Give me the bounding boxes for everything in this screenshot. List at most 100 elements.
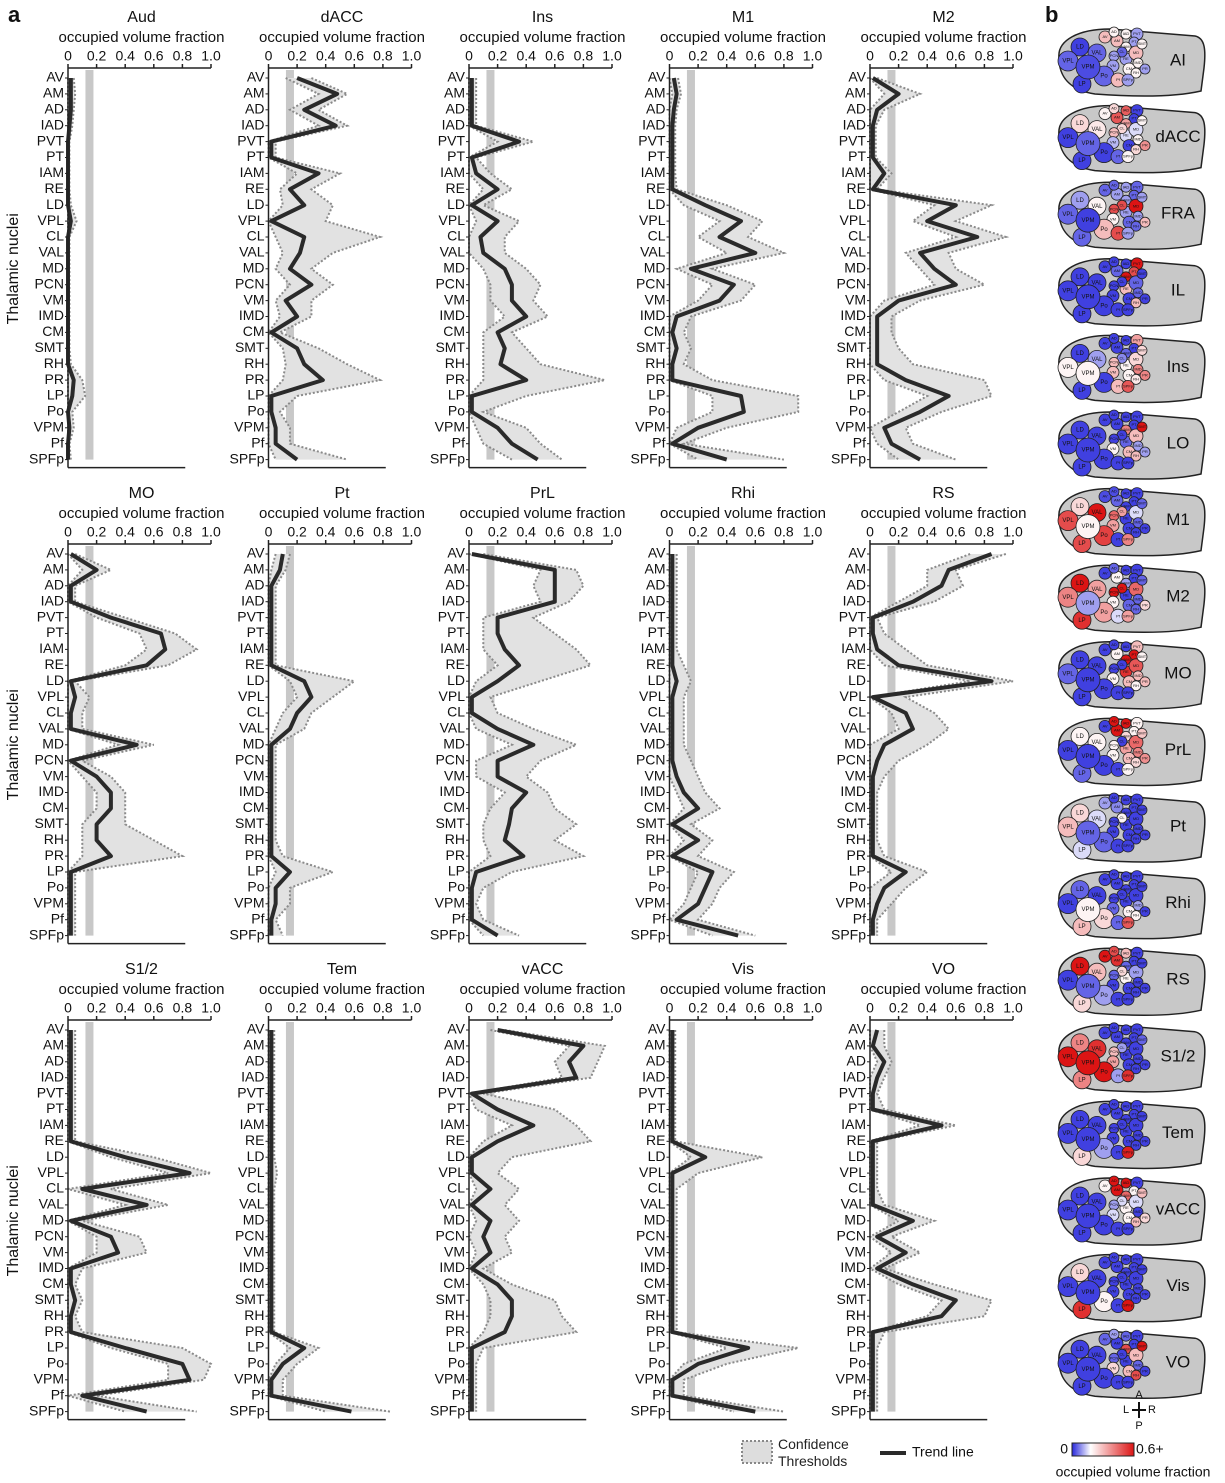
y-tick-label: RE [245, 180, 264, 196]
y-tick-label: VPL [840, 212, 867, 228]
y-tick-label: PCN [836, 751, 866, 767]
y-tick-label: VPL [238, 688, 265, 704]
y-tick-label: AV [648, 69, 666, 85]
y-tick-label: PVT [37, 608, 65, 624]
nucleus-label: PR [1142, 296, 1148, 301]
y-tick-label: IMD [239, 307, 265, 323]
nucleus-label: MD [1133, 127, 1139, 132]
nucleus-label: PVT [1133, 108, 1141, 113]
map-name: dACC [1155, 127, 1200, 146]
y-tick-label: PCN [636, 275, 666, 291]
y-tick-label: PT [247, 148, 265, 164]
y-tick-label: PR [847, 371, 866, 387]
y-tick-label: AM [645, 85, 666, 101]
nucleus-label: Po [1100, 533, 1108, 539]
nucleus-label: LD [1076, 504, 1084, 510]
x-tick-label: 0.2 [287, 48, 307, 64]
map-name: M1 [1166, 510, 1190, 529]
y-tick-label: VPL [639, 212, 666, 228]
nucleus-label: CL [1119, 49, 1125, 54]
nucleus-label: PR [1142, 1215, 1148, 1220]
nucleus-label: PCN [1110, 1202, 1119, 1207]
x-tick-label: 0.2 [287, 524, 307, 540]
legend-label: Confidence Thresholds [778, 1436, 873, 1470]
nucleus-label: VPM [1081, 1367, 1094, 1373]
nucleus-label: VM [1110, 599, 1116, 604]
nucleus-label: SPFp [1123, 230, 1134, 235]
y-tick-label: IAM [440, 1116, 465, 1132]
nucleus-label: MD [1133, 280, 1139, 285]
x-axis-label: occupied volume fraction [660, 29, 826, 46]
y-tick-label: AM [444, 1037, 465, 1053]
nucleus-label: RH [1133, 913, 1139, 918]
y-tick-label: RH [645, 1307, 665, 1323]
nucleus-label: SPFp [1123, 383, 1134, 388]
y-tick-label: IAM [39, 1116, 64, 1132]
y-tick-label: CL [46, 704, 64, 720]
threshold-band [85, 70, 93, 460]
y-tick-label: MD [644, 260, 666, 276]
y-tick-label: CL [447, 704, 465, 720]
nucleus-label: RH [1133, 530, 1139, 535]
nucleus-label: PCN [1110, 666, 1119, 671]
map-name: Vis [1166, 1276, 1189, 1295]
map-name: S1/2 [1161, 1046, 1196, 1065]
nucleus-label: LP [1078, 1154, 1085, 1160]
x-tick-label: 0.8 [574, 48, 594, 64]
y-tick-label: MD [243, 260, 265, 276]
map-name: AI [1170, 50, 1186, 69]
y-tick-label: Pf [652, 1386, 665, 1402]
x-tick-label: 1.0 [402, 524, 422, 540]
y-tick-label: MD [443, 736, 465, 752]
nucleus-label: IAD [1123, 797, 1130, 802]
nucleus-label: CL [1119, 279, 1125, 284]
nucleus-label: AD [1111, 872, 1117, 877]
chart-title: Pt [334, 485, 350, 502]
nucleus-label: VM [1110, 752, 1116, 757]
y-tick-label: VM [244, 1243, 265, 1259]
nucleus-label: AM [1114, 268, 1120, 273]
y-tick-label: RE [245, 1132, 264, 1148]
y-tick-label: SMT [836, 1291, 866, 1307]
nucleus-label: VAL [1092, 280, 1104, 286]
nucleus-label: VPL [1062, 748, 1074, 754]
nucleus-label: AM [1114, 727, 1120, 732]
x-tick-label: 0 [866, 48, 874, 64]
map-name: PrL [1165, 740, 1191, 759]
y-tick-label: LP [47, 863, 64, 879]
y-tick-label: PVT [237, 608, 265, 624]
nucleus-label: VPL [1062, 1131, 1074, 1137]
nucleus-label: RH [1133, 606, 1139, 611]
page: {"panel_labels":["a","b"], "chart_data":… [0, 0, 1225, 1483]
nucleus-label: VPM [1081, 65, 1094, 71]
y-tick-label: Po [247, 879, 264, 895]
brain-map: AVAMADIADPVTPTIAMRELDVPLCLVALMDPCNVMIMDC… [1058, 793, 1205, 862]
nucleus-label: LP [1078, 235, 1085, 241]
nucleus-label: PR [1142, 143, 1148, 148]
y-tick-label: PVT [237, 1084, 265, 1100]
y-tick-label: RH [244, 831, 264, 847]
y-tick-label: SPFp [831, 1402, 866, 1418]
y-tick-label: Pf [853, 910, 866, 926]
nucleus-label: CL [1119, 968, 1125, 973]
nucleus-label: PCN [1110, 819, 1119, 824]
nucleus-label: AM [1114, 498, 1120, 503]
nucleus-label: CL [1119, 585, 1125, 590]
y-tick-label: RE [847, 656, 866, 672]
nucleus-label: PCN [1110, 742, 1119, 747]
y-axis-label: Thalamic nuclei [5, 1165, 22, 1276]
y-tick-label: IAM [641, 640, 666, 656]
nucleus-label: PT [1131, 192, 1137, 197]
nucleus-label: CM [1126, 602, 1132, 607]
nucleus-label: RH [1133, 1296, 1139, 1301]
y-tick-label: Po [648, 403, 665, 419]
nucleus-label: SMT [1138, 424, 1147, 429]
x-tick-label: 0.8 [173, 48, 193, 64]
y-tick-label: LD [848, 672, 866, 688]
y-tick-label: PVT [638, 132, 666, 148]
nucleus-label: PT [1131, 345, 1137, 350]
y-tick-label: VPL [439, 212, 466, 228]
y-tick-label: IMD [439, 783, 465, 799]
y-tick-label: AM [845, 85, 866, 101]
y-tick-label: PR [446, 847, 465, 863]
